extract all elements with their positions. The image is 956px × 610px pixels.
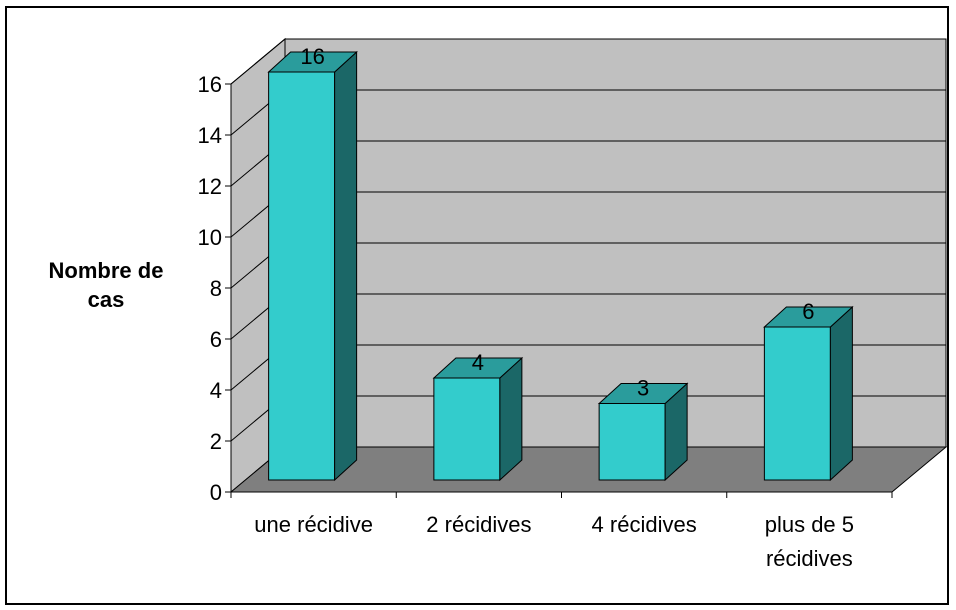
bar <box>598 403 666 481</box>
y-tick-label: 0 <box>210 480 222 505</box>
bar-top <box>432 357 524 379</box>
bar <box>433 377 501 481</box>
bar-side <box>499 356 523 482</box>
y-axis-label: Nombre de cas <box>48 258 164 312</box>
data-label: 4 <box>472 350 484 375</box>
x-tick-label: 4 récidives <box>592 512 697 537</box>
data-label: 16 <box>300 44 324 69</box>
y-tick-label: 2 <box>210 429 222 454</box>
x-tick-label: une récidive <box>254 512 373 537</box>
y-tick-label: 10 <box>198 225 222 250</box>
bar <box>268 71 336 481</box>
y-tick-label: 8 <box>210 276 222 301</box>
bar-top <box>267 51 358 73</box>
bar-side <box>829 305 853 482</box>
y-tick-label: 12 <box>198 174 222 199</box>
bar-top <box>763 306 854 328</box>
bar-top <box>597 383 689 404</box>
y-tick-label: 4 <box>210 378 222 403</box>
y-tick-label: 16 <box>198 72 222 97</box>
data-label: 6 <box>802 299 814 324</box>
data-label: 3 <box>637 376 649 401</box>
y-tick-label: 14 <box>198 123 222 148</box>
bar <box>763 326 831 481</box>
x-tick-label: récidives <box>766 546 853 571</box>
y-tick-label: 6 <box>210 327 222 352</box>
bar-side <box>334 50 358 482</box>
x-tick-label: 2 récidives <box>426 512 531 537</box>
gridline <box>230 38 946 85</box>
x-tick-label: plus de 5 <box>765 512 854 537</box>
